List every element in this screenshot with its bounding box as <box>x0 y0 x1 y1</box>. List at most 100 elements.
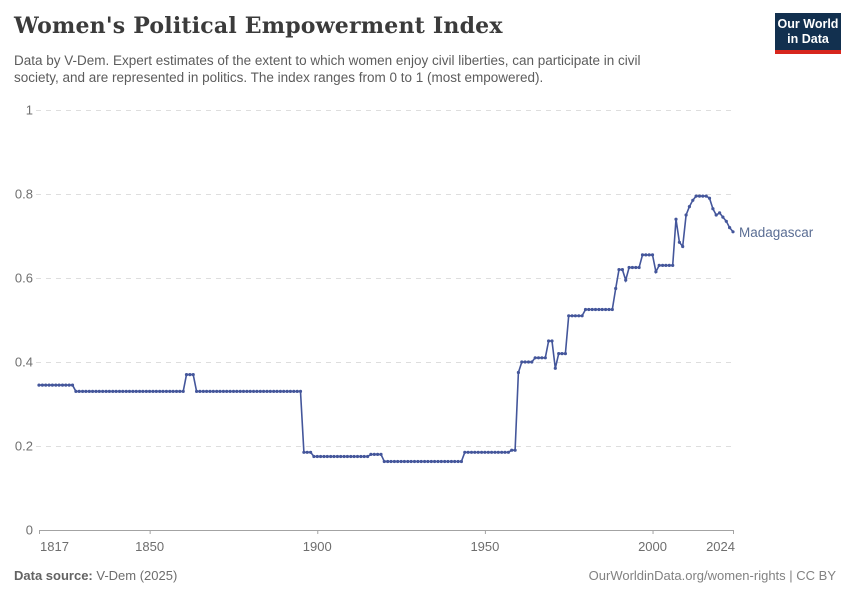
data-point[interactable] <box>379 452 383 456</box>
data-point[interactable] <box>91 389 95 393</box>
data-point[interactable] <box>309 450 313 454</box>
data-point[interactable] <box>332 454 336 459</box>
data-point[interactable] <box>228 389 232 393</box>
data-point[interactable] <box>158 389 162 393</box>
data-point[interactable] <box>134 389 138 393</box>
data-point[interactable] <box>416 459 420 464</box>
data-point[interactable] <box>131 389 135 393</box>
data-point[interactable] <box>325 454 329 459</box>
data-point[interactable] <box>500 450 504 454</box>
data-point[interactable] <box>87 389 91 393</box>
data-point[interactable] <box>436 459 440 464</box>
data-point[interactable] <box>255 389 259 393</box>
data-point[interactable] <box>144 389 148 393</box>
data-point[interactable] <box>245 389 249 393</box>
data-point[interactable] <box>198 389 202 393</box>
data-point[interactable] <box>409 459 413 464</box>
data-point[interactable] <box>573 314 578 318</box>
data-point[interactable] <box>161 389 165 393</box>
data-point[interactable] <box>513 448 517 452</box>
data-point[interactable] <box>191 373 195 377</box>
data-point[interactable] <box>647 253 651 257</box>
data-point[interactable] <box>671 263 675 267</box>
data-point[interactable] <box>225 389 229 393</box>
data-point[interactable] <box>577 314 581 318</box>
data-point[interactable] <box>67 383 71 387</box>
data-point[interactable] <box>718 211 722 215</box>
data-point[interactable] <box>550 339 554 343</box>
data-point[interactable] <box>667 263 671 267</box>
data-point[interactable] <box>506 450 510 454</box>
data-point[interactable] <box>64 383 68 387</box>
data-point[interactable] <box>396 459 400 464</box>
data-point[interactable] <box>148 389 152 393</box>
data-point[interactable] <box>238 389 242 393</box>
data-point[interactable] <box>252 389 256 393</box>
data-point[interactable] <box>523 360 527 364</box>
data-point[interactable] <box>681 244 685 249</box>
data-point[interactable] <box>168 389 172 393</box>
data-point[interactable] <box>382 459 386 464</box>
credit-link[interactable]: OurWorldinData.org/women-rights | CC BY <box>588 568 836 583</box>
data-point[interactable] <box>127 389 132 393</box>
data-point[interactable] <box>614 286 618 291</box>
owid-logo[interactable]: Our World in Data <box>775 13 841 54</box>
data-point[interactable] <box>483 450 487 454</box>
data-point[interactable] <box>101 389 105 393</box>
data-point[interactable] <box>644 253 648 257</box>
data-point[interactable] <box>94 389 98 393</box>
data-point[interactable] <box>151 389 155 393</box>
data-point[interactable] <box>81 389 85 393</box>
data-point[interactable] <box>543 356 547 360</box>
data-point[interactable] <box>650 253 655 257</box>
data-point[interactable] <box>312 454 316 459</box>
data-point[interactable] <box>526 360 531 364</box>
data-point[interactable] <box>627 265 631 270</box>
data-point[interactable] <box>516 370 521 375</box>
data-point[interactable] <box>433 459 437 464</box>
data-point[interactable] <box>664 263 668 267</box>
data-point[interactable] <box>211 389 215 393</box>
data-point[interactable] <box>329 454 333 459</box>
data-point[interactable] <box>711 207 715 211</box>
data-point[interactable] <box>610 307 614 312</box>
data-point[interactable] <box>104 389 108 393</box>
data-point[interactable] <box>355 454 360 459</box>
data-point[interactable] <box>359 454 363 459</box>
data-point[interactable] <box>265 389 269 393</box>
data-point[interactable] <box>707 196 712 200</box>
data-point[interactable] <box>195 389 199 393</box>
data-point[interactable] <box>366 454 370 459</box>
data-point[interactable] <box>97 389 101 393</box>
data-point[interactable] <box>697 194 702 198</box>
data-point[interactable] <box>84 389 88 393</box>
data-point[interactable] <box>728 226 732 230</box>
data-point[interactable] <box>687 205 692 209</box>
data-point[interactable] <box>352 454 356 459</box>
data-point[interactable] <box>188 373 192 377</box>
data-point[interactable] <box>40 383 45 387</box>
data-point[interactable] <box>50 383 55 387</box>
data-point[interactable] <box>480 450 484 454</box>
data-point[interactable] <box>721 215 725 219</box>
data-point[interactable] <box>426 459 430 464</box>
data-point[interactable] <box>74 389 78 393</box>
data-point[interactable] <box>241 389 246 393</box>
data-point[interactable] <box>701 194 705 198</box>
data-point[interactable] <box>319 454 323 459</box>
data-point[interactable] <box>121 389 125 393</box>
data-point[interactable] <box>724 219 728 223</box>
data-point[interactable] <box>305 450 309 454</box>
data-point[interactable] <box>37 383 41 387</box>
data-point[interactable] <box>731 230 735 234</box>
data-point[interactable] <box>540 356 544 360</box>
data-point[interactable] <box>704 194 708 198</box>
data-point[interactable] <box>315 454 319 459</box>
data-point[interactable] <box>443 459 447 464</box>
data-point[interactable] <box>218 389 222 393</box>
data-point[interactable] <box>386 459 390 464</box>
data-point[interactable] <box>617 268 621 272</box>
data-point[interactable] <box>476 450 480 454</box>
data-point[interactable] <box>691 198 695 202</box>
data-point[interactable] <box>459 459 463 464</box>
